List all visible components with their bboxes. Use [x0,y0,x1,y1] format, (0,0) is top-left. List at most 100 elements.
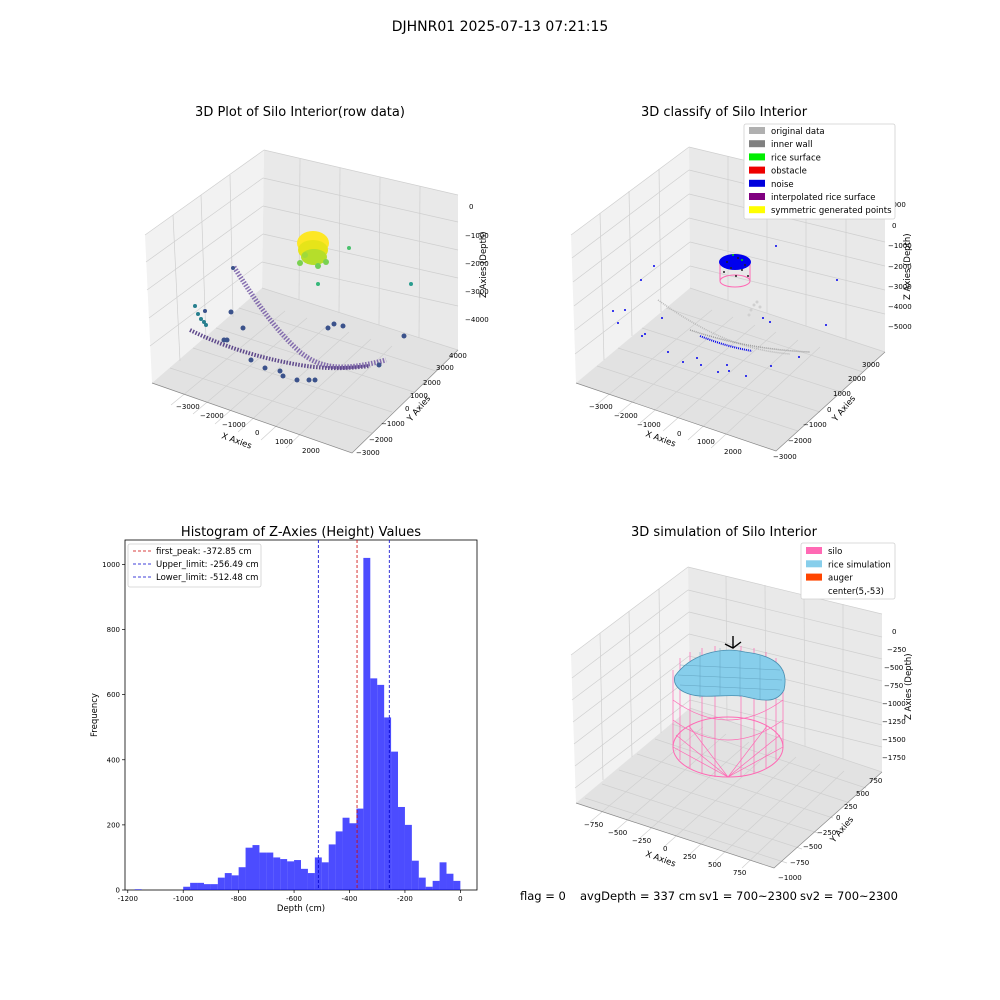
histogram-bar [134,889,142,890]
y-tick: 250 [844,803,857,811]
x-tick: 1000 [275,438,293,446]
x-tick: -1200 [118,895,138,903]
y-tick: 0 [827,406,831,414]
panel-raw-data-3d: 3D Plot of Silo Interior(row data) [144,105,489,457]
histogram-bar [301,868,308,890]
x-axis-label: X Axies [644,429,677,449]
z-tick: −1250 [882,718,906,726]
x-tick-labels: −3000 −2000 −1000 0 1000 2000 [176,403,320,455]
histogram-bar [238,867,246,890]
histogram-bar [384,717,392,890]
histogram-bar [335,831,343,890]
legend-swatch [806,547,822,554]
histogram-bar [349,823,357,890]
z-tick: −5000 [888,323,912,331]
x-axis-label: Depth (cm) [277,904,325,914]
status-flag: flag = 0 [520,889,566,903]
x-tick: 0 [663,845,667,853]
histogram-bar [203,884,211,890]
y-tick: 2000 [848,375,866,383]
x-tick: −2000 [200,412,224,420]
axes-box [144,149,459,454]
z-tick-labels: 1000 0 −1000 −2000 −3000 −4000 −5000 [888,201,912,331]
legend-swatch [749,193,765,200]
legend-label: inner wall [771,140,812,150]
legend-swatch [806,560,822,568]
y-tick: 4000 [449,352,467,360]
panel-title: 3D classify of Silo Interior [641,105,808,120]
legend-label: silo [828,547,842,557]
histogram-bar [328,844,336,890]
histogram-bar [321,862,329,890]
rice-surface-cluster [297,231,413,286]
x-tick: -400 [342,895,358,903]
z-axis-label: Z Axies (Depth) [903,233,913,300]
threshold-lines [317,540,390,890]
legend-label: rice surface [771,153,821,163]
legend-label: first_peak: -372.85 cm [156,547,252,557]
y-tick: 1000 [102,561,120,569]
status-sv1: sv1 = 700~2300 [699,889,797,903]
plot-area [124,539,478,891]
legend-swatch [749,127,765,134]
status-line: flag = 0 avgDepth = 337 cm sv1 = 700~230… [520,889,898,903]
z-tick: −4000 [465,316,489,324]
z-tick: −1000 [888,242,912,250]
legend: original data inner wall rice surface obsta… [743,123,896,220]
z-tick: 0 [892,222,896,230]
histogram-bar [432,880,440,890]
classified-points [612,245,838,377]
histogram-bar [266,852,274,890]
z-tick: −3000 [465,288,489,296]
histogram-bar [446,873,454,890]
y-tick: −3000 [356,449,380,457]
panel-title: 3D Plot of Silo Interior(row data) [195,105,405,120]
y-tick: −500 [803,843,822,851]
legend-label: Upper_limit: -256.49 cm [156,560,259,570]
z-tick: 0 [892,628,896,636]
y-tick: 3000 [862,361,880,369]
y-tick: 750 [869,777,882,785]
x-tick: 750 [733,869,746,877]
y-tick: −1000 [778,874,802,882]
y-tick: 2000 [423,379,441,387]
y-tick: 1000 [833,390,851,398]
z-tick: −3000 [888,283,912,291]
y-tick: 600 [107,691,120,699]
histogram-bar [398,806,405,890]
histogram-bar [259,852,267,890]
x-tick: 250 [683,853,696,861]
histogram-bar [183,886,191,890]
x-tick: 2000 [302,447,320,455]
x-tick: -800 [231,895,247,903]
legend-swatch [749,153,765,161]
histogram-bar [294,860,301,890]
panel-simulation-3d: 3D simulation of Silo Interior [570,525,914,882]
x-tick: −3000 [589,403,613,411]
x-tick: 2000 [724,448,742,456]
legend-label: rice simulation [828,560,891,570]
histogram-bar [425,886,433,890]
x-tick: 0 [677,430,681,438]
z-tick: −2000 [465,260,489,268]
histogram-bar [280,859,288,890]
legend-swatch [749,140,765,148]
x-tick: −750 [584,821,603,829]
z-tick-labels: 0 −1000 −2000 −3000 −4000 [465,203,489,324]
histogram-bar [224,873,232,890]
y-axis-label: Frequency [90,693,100,737]
y-tick-labels: −1000 −750 −500 −250 0 250 500 750 [778,777,882,882]
histogram-bar [411,860,419,890]
x-tick: −1000 [637,421,661,429]
x-tick: −1000 [222,421,246,429]
status-sv2: sv2 = 700~2300 [800,889,898,903]
histogram-bar [273,857,281,890]
histogram-bar [342,817,350,890]
z-axis-label: Z Axies (Depth) [479,231,489,298]
x-tick: -200 [397,895,413,903]
z-tick: −4000 [888,303,912,311]
suptitle: DJHNR01 2025-07-13 07:21:15 [392,19,609,35]
x-tick-labels: -1200 -1000 -800 -600 -400 -200 0 [118,890,463,903]
x-tick: −500 [608,829,627,837]
x-tick: 0 [458,895,462,903]
